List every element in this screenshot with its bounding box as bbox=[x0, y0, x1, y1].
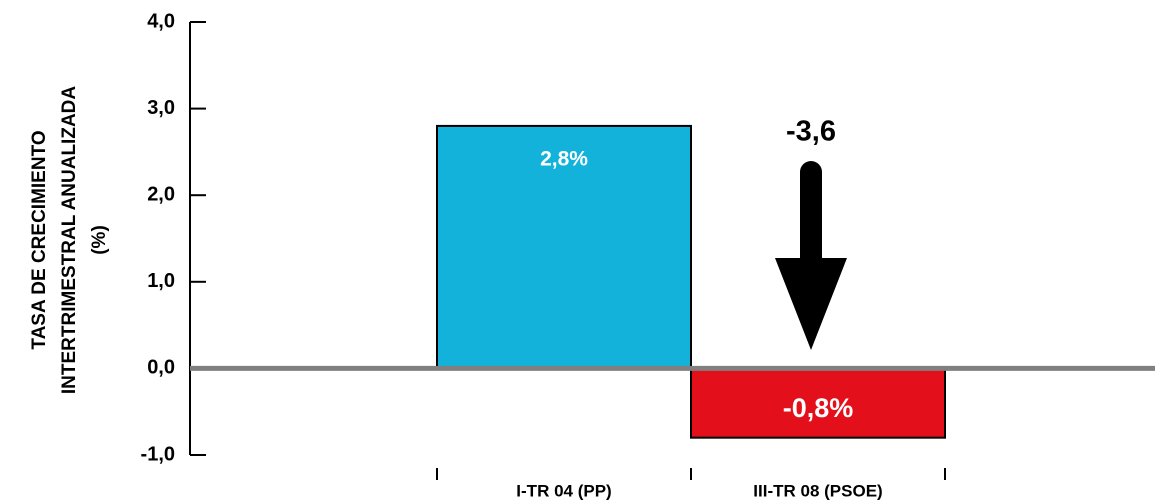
arrow-head bbox=[775, 258, 847, 350]
bar bbox=[436, 124, 692, 370]
y-tick-label: 4,0 bbox=[147, 10, 175, 32]
value-label: -0,8% bbox=[783, 393, 854, 423]
y-tick-label: -1,0 bbox=[141, 443, 175, 465]
x-tick-label: I-TR 04 (PP) bbox=[516, 481, 611, 500]
y-axis-label: TASA DE CRECIMIENTO INTERTRIMESTRAL ANUA… bbox=[29, 86, 110, 394]
x-tick-label: III-TR 08 (PSOE) bbox=[753, 481, 882, 500]
y-tick-label: 0,0 bbox=[147, 357, 175, 379]
y-label-line: TASA DE CRECIMIENTO bbox=[29, 130, 50, 349]
y-tick-label: 2,0 bbox=[147, 183, 175, 205]
y-label-line: INTERTRIMESTRAL ANUALIZADA bbox=[59, 86, 80, 394]
y-tick-label: 1,0 bbox=[147, 270, 175, 292]
value-label: 2,8% bbox=[540, 147, 588, 170]
y-tick-label: 3,0 bbox=[147, 97, 175, 119]
y-label-line: (%) bbox=[89, 225, 110, 255]
bar bbox=[690, 367, 946, 439]
annotation: -3,6 bbox=[786, 116, 836, 148]
